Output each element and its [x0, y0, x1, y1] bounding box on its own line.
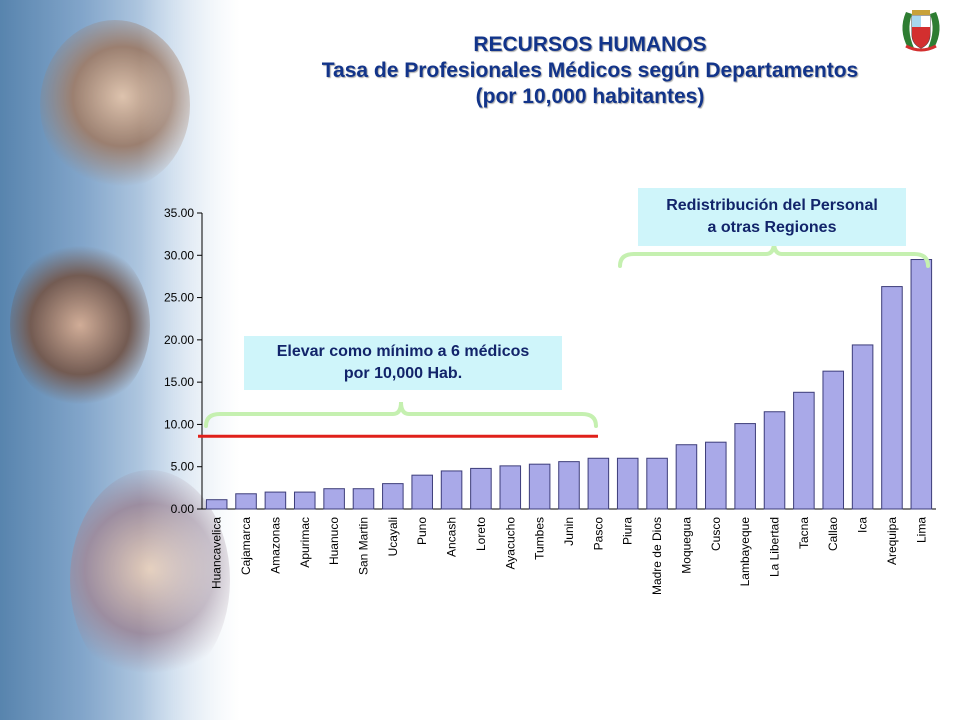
bar-san-martin [352, 488, 375, 510]
x-axis-labels: Huancavelica Cajamarca Amazonas Apurimac Hua… [210, 517, 929, 595]
peru-coat-of-arms-icon [902, 10, 940, 52]
x-tick-label: Ucayali [386, 517, 400, 556]
x-tick-label: Loreto [474, 517, 488, 551]
callout-minimum: Elevar como mínimo a 6 médicos por 10,00… [244, 336, 562, 390]
title-line-3: (por 10,000 habitantes) [475, 85, 705, 108]
callout-redistribution: Redistribución del Personal a otras Regi… [638, 188, 906, 246]
callout-minimum-line-1: Elevar como mínimo a 6 médicos [276, 343, 530, 360]
slide-title: RECURSOS HUMANOS Tasa de Profesionales M… [240, 32, 940, 110]
y-tick-label: 25.00 [164, 291, 194, 305]
x-tick-label: Ancash [445, 517, 459, 557]
title-line-1: RECURSOS HUMANOS [473, 33, 707, 56]
y-tick-label: 15.00 [164, 375, 194, 389]
bar-ica [851, 344, 874, 510]
title-line-2: Tasa de Profesionales Médicos según Depa… [321, 59, 859, 82]
x-tick-label: Tacna [797, 517, 811, 549]
x-tick-label: Tumbes [533, 517, 547, 560]
bar-junin [558, 461, 580, 510]
x-tick-label: Madre de Dios [650, 517, 664, 595]
bar-la-libertad [763, 411, 786, 510]
y-tick-label: 35.00 [164, 206, 194, 220]
callout-redistribution-line-2: a otras Regiones [707, 219, 837, 236]
x-tick-label: La Libertad [768, 517, 782, 577]
x-tick-label: San Martin [356, 517, 370, 575]
y-tick-label: 5.00 [171, 460, 195, 474]
x-tick-label: Cajamarca [239, 517, 253, 575]
x-tick-label: Lambayeque [738, 517, 752, 587]
bar-lima [910, 259, 933, 510]
callout-minimum-line-2: por 10,000 Hab. [343, 365, 463, 382]
x-tick-label: Cusco [709, 517, 723, 551]
bar-ayacucho [499, 465, 522, 510]
x-tick-label: Huancavelica [210, 517, 224, 589]
brace-left [204, 401, 598, 428]
y-tick-label: 30.00 [164, 248, 194, 262]
bar-huanuco [323, 488, 345, 510]
bar-lambayeque [734, 423, 756, 510]
x-tick-label: Lima [914, 517, 928, 543]
bar-loreto [470, 467, 492, 510]
bar-piura [616, 457, 639, 510]
x-tick-label: Apurimac [298, 517, 312, 568]
x-tick-label: Callao [826, 517, 840, 551]
bar-cusco [705, 441, 727, 510]
x-tick-label: Ica [856, 517, 870, 533]
y-tick-label: 20.00 [164, 333, 194, 347]
bar-puno [411, 474, 433, 510]
bar-cajamarca [235, 493, 257, 510]
bar-tumbes [528, 463, 551, 510]
bar-madre-de-dios [646, 457, 668, 510]
x-tick-label: Moquegua [679, 517, 693, 574]
bar-ucayali [382, 483, 404, 510]
bar-huancavelica [205, 499, 228, 510]
bar-callao [822, 370, 845, 510]
bar-tacna [793, 391, 815, 510]
x-tick-label: Piura [621, 517, 635, 545]
callout-redistribution-line-1: Redistribución del Personal [666, 197, 878, 214]
x-tick-label: Arequipa [885, 517, 899, 565]
y-tick-label: 0.00 [171, 502, 195, 516]
x-tick-label: Huanuco [327, 517, 341, 565]
x-tick-label: Amazonas [268, 517, 282, 574]
bar-moquegua [675, 444, 698, 510]
bar-pasco [587, 457, 610, 510]
bar-ancash [440, 470, 463, 510]
bar-apurimac [293, 491, 316, 510]
y-tick-label: 10.00 [164, 417, 194, 431]
bars [205, 259, 933, 510]
bar-amazonas [264, 491, 287, 510]
x-tick-label: Ayacucho [503, 517, 517, 570]
bar-arequipa [881, 286, 903, 510]
photo-child-smiling [10, 240, 150, 410]
x-tick-label: Junin [562, 517, 576, 546]
x-tick-label: Pasco [591, 517, 605, 551]
x-tick-label: Puno [415, 517, 429, 545]
